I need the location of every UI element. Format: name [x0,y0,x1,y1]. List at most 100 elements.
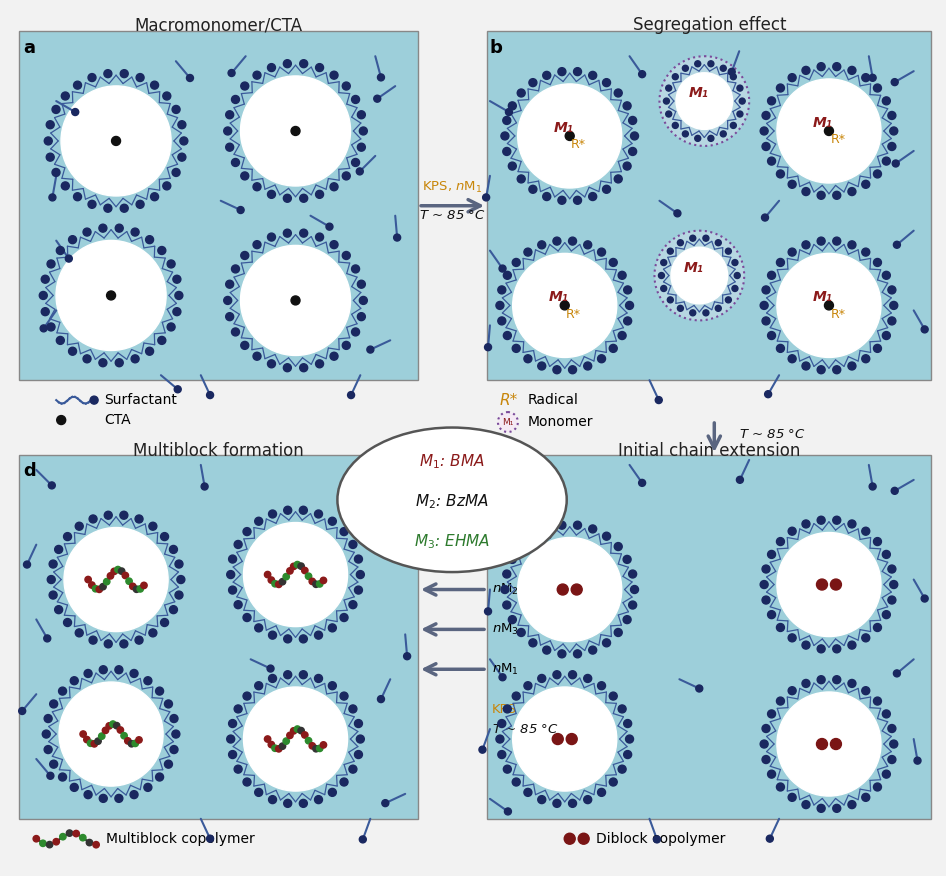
Circle shape [68,347,77,356]
Circle shape [677,240,683,245]
Circle shape [316,360,324,368]
Circle shape [49,591,57,599]
Circle shape [726,297,731,303]
Circle shape [802,520,810,528]
Circle shape [290,728,297,734]
Circle shape [358,313,365,321]
Circle shape [300,194,307,202]
Circle shape [61,92,69,100]
Circle shape [639,479,645,486]
Circle shape [676,73,732,130]
Circle shape [832,63,841,71]
Circle shape [136,201,144,208]
Circle shape [355,719,362,728]
Circle shape [529,533,537,540]
Circle shape [110,721,116,727]
Circle shape [254,682,263,689]
Circle shape [762,143,770,151]
Circle shape [761,740,768,748]
Circle shape [883,157,890,165]
Circle shape [788,794,797,802]
Circle shape [663,98,670,104]
Circle shape [314,510,323,518]
Circle shape [832,237,841,245]
Circle shape [173,275,181,283]
Circle shape [126,578,132,584]
Circle shape [70,783,79,791]
Circle shape [61,182,69,190]
Circle shape [359,836,366,843]
Circle shape [84,669,92,677]
Ellipse shape [338,427,567,572]
Circle shape [832,645,841,653]
Circle shape [61,86,171,196]
Circle shape [667,297,674,303]
Circle shape [788,248,797,256]
Circle shape [817,675,825,683]
Circle shape [891,79,898,86]
Circle shape [42,307,49,315]
Circle shape [498,286,506,294]
Circle shape [136,74,144,81]
Circle shape [206,835,214,842]
Circle shape [832,366,841,374]
Circle shape [682,66,689,71]
Circle shape [144,677,152,685]
Circle shape [76,522,83,530]
Circle shape [357,735,364,743]
Circle shape [890,581,898,589]
Circle shape [512,778,520,786]
Circle shape [524,248,532,256]
Circle shape [730,74,736,80]
Circle shape [482,194,490,201]
Circle shape [133,586,140,592]
Circle shape [60,833,66,840]
Circle shape [76,629,83,637]
Circle shape [513,687,617,791]
Circle shape [232,95,239,103]
Circle shape [269,795,276,803]
Circle shape [767,550,776,558]
Circle shape [121,732,128,739]
Circle shape [503,147,511,155]
Circle shape [623,162,631,170]
Circle shape [268,64,275,72]
Circle shape [141,583,148,589]
Text: M₁: M₁ [813,291,832,305]
Circle shape [883,331,890,340]
Circle shape [358,110,365,119]
Circle shape [235,705,242,713]
Circle shape [300,60,307,67]
Circle shape [340,692,348,700]
Circle shape [777,533,881,637]
Circle shape [46,121,54,129]
Circle shape [294,562,301,568]
Circle shape [888,755,896,764]
Circle shape [609,344,617,352]
Circle shape [883,272,890,279]
Circle shape [57,246,64,255]
Circle shape [46,153,54,161]
Circle shape [848,801,856,809]
Circle shape [175,292,183,300]
Circle shape [543,71,551,80]
Circle shape [284,230,291,237]
Circle shape [848,680,856,688]
Circle shape [74,81,81,89]
Circle shape [70,677,79,685]
Circle shape [175,591,183,599]
Circle shape [862,74,869,81]
Circle shape [299,506,307,514]
Circle shape [777,624,784,632]
Circle shape [269,632,276,639]
Circle shape [382,496,389,503]
Circle shape [890,301,898,309]
Circle shape [357,168,363,175]
Circle shape [496,301,504,309]
Circle shape [47,323,55,331]
Circle shape [921,326,928,333]
Circle shape [505,517,513,524]
Circle shape [226,110,234,119]
Circle shape [114,666,123,674]
Circle shape [503,272,512,279]
